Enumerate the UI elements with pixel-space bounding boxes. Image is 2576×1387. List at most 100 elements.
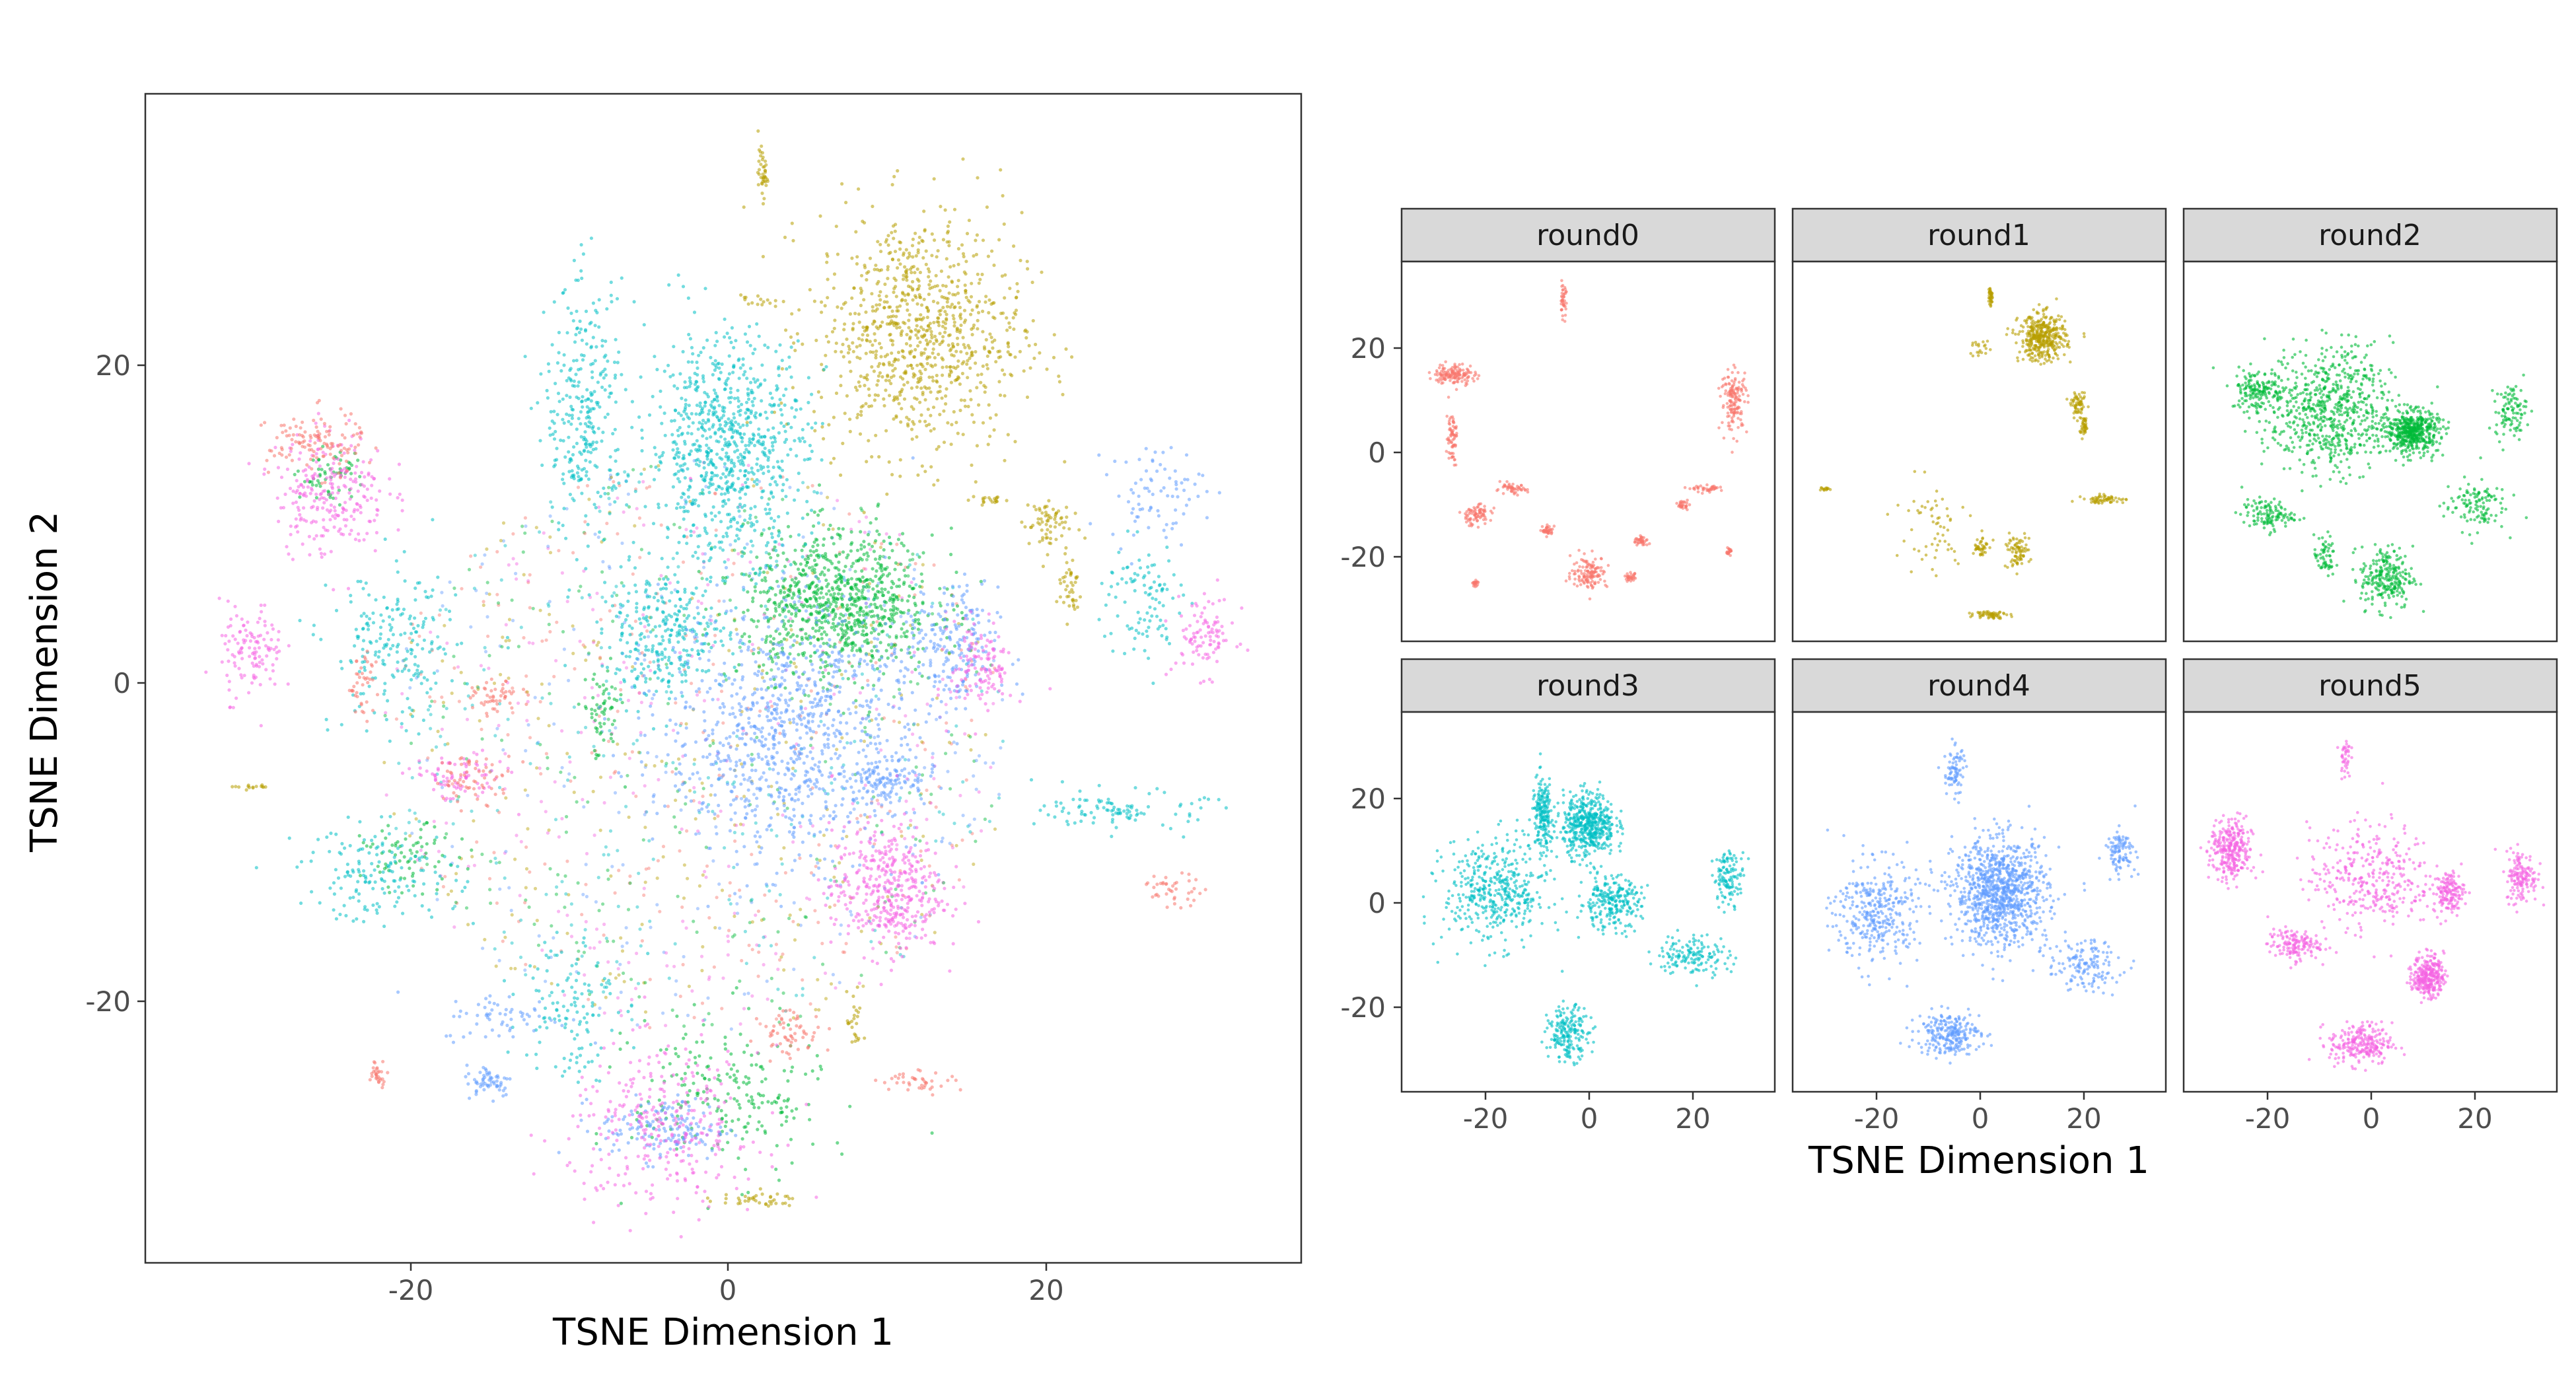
point: [768, 450, 772, 455]
point: [899, 333, 903, 338]
point: [892, 236, 896, 240]
point: [577, 396, 581, 400]
point: [735, 429, 740, 433]
point: [765, 979, 769, 983]
point: [882, 363, 886, 367]
point: [611, 432, 615, 436]
point: [756, 302, 760, 306]
point: [855, 255, 859, 259]
point: [903, 322, 907, 326]
point: [729, 902, 733, 906]
point: [699, 411, 703, 415]
point: [826, 582, 830, 586]
point: [716, 1098, 720, 1102]
point: [452, 925, 456, 929]
point: [832, 272, 837, 276]
point: [703, 1077, 707, 1081]
point: [899, 562, 903, 566]
point: [587, 653, 590, 657]
point: [758, 590, 763, 594]
point: [911, 237, 915, 241]
point: [777, 431, 781, 435]
point: [719, 435, 723, 439]
point: [918, 419, 922, 423]
point: [536, 717, 540, 721]
point: [511, 686, 515, 690]
point: [254, 785, 258, 789]
point: [894, 285, 898, 289]
point: [707, 978, 711, 981]
point: [863, 221, 867, 225]
point: [895, 395, 899, 399]
point: [817, 483, 822, 487]
point: [414, 841, 418, 845]
point: [742, 432, 746, 436]
point: [489, 859, 493, 863]
point: [839, 384, 843, 388]
point: [1008, 287, 1012, 291]
point: [936, 301, 940, 305]
point: [733, 440, 736, 444]
point: [674, 1051, 678, 1056]
point: [791, 919, 795, 923]
point: [700, 781, 704, 785]
point: [612, 480, 616, 484]
point: [709, 355, 713, 360]
point: [593, 464, 597, 468]
point: [410, 832, 414, 836]
point: [1001, 739, 1005, 743]
point: [509, 908, 513, 913]
point: [849, 542, 853, 546]
point: [549, 701, 553, 705]
point: [908, 343, 912, 347]
point: [791, 670, 795, 674]
point: [417, 634, 421, 638]
point: [900, 407, 904, 411]
point: [1013, 440, 1017, 444]
point: [681, 962, 685, 967]
point: [745, 1093, 749, 1097]
point: [947, 275, 950, 279]
point: [896, 350, 901, 355]
point: [865, 278, 869, 282]
point: [618, 1047, 622, 1051]
point: [821, 596, 825, 600]
point: [770, 999, 774, 1003]
point: [694, 498, 698, 503]
point: [639, 944, 643, 948]
point: [617, 869, 621, 872]
point: [548, 993, 552, 998]
point: [975, 386, 979, 390]
point: [925, 343, 929, 347]
point: [511, 711, 515, 715]
point: [769, 490, 773, 494]
point: [882, 300, 886, 304]
point: [825, 260, 829, 264]
point: [659, 405, 662, 409]
point: [803, 557, 807, 561]
point: [700, 577, 704, 581]
point: [519, 625, 523, 629]
point: [750, 1095, 754, 1099]
point: [732, 345, 736, 350]
point: [548, 514, 552, 518]
point: [742, 205, 746, 209]
point: [789, 1069, 793, 1073]
point: [674, 979, 678, 983]
point: [711, 662, 715, 666]
point: [741, 357, 745, 361]
point: [448, 580, 452, 585]
point: [705, 392, 709, 396]
point: [584, 458, 588, 462]
point: [887, 305, 891, 309]
point: [910, 349, 913, 353]
point: [486, 634, 490, 638]
point: [921, 741, 925, 745]
point: [762, 963, 766, 967]
point: [878, 298, 882, 302]
point: [847, 660, 851, 664]
point: [690, 989, 694, 993]
point: [404, 832, 408, 836]
point: [812, 299, 816, 303]
point: [798, 609, 802, 613]
